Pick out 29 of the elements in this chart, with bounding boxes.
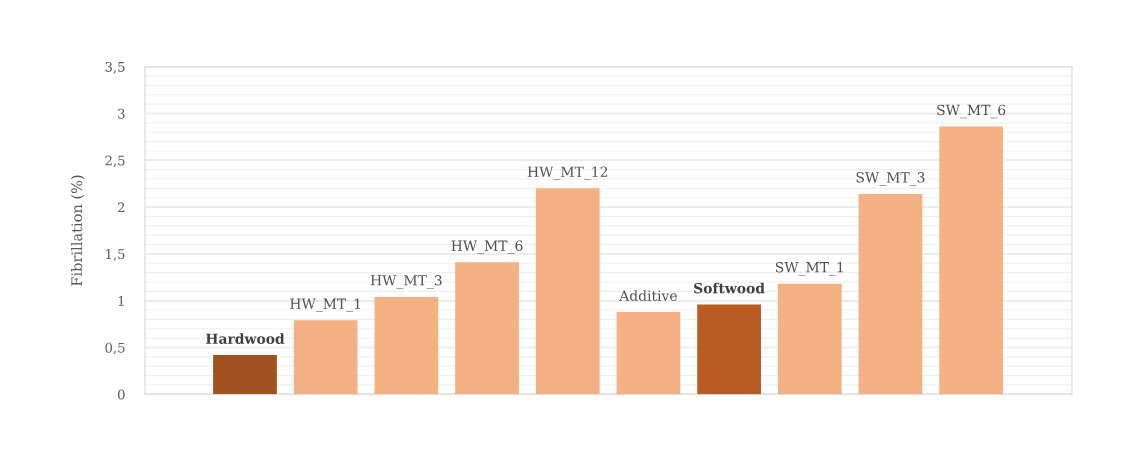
y-tick-label: 1,5 bbox=[106, 249, 125, 261]
y-tick-label: 3 bbox=[118, 108, 125, 119]
y-tick-label: 2 bbox=[118, 202, 125, 213]
y-tick-label: 3,5 bbox=[105, 61, 125, 74]
x-tick-label: HW_MT_12 bbox=[527, 166, 608, 181]
y-tick-label: 0,5 bbox=[105, 342, 125, 355]
x-tick-label: Hardwood bbox=[205, 333, 285, 344]
y-tick-label: 2,5 bbox=[105, 155, 125, 168]
y-axis-title: Fibrillation (%) bbox=[70, 175, 85, 286]
x-tick-label: HW_MT_1 bbox=[290, 298, 361, 313]
x-tick-label: Softwood bbox=[694, 282, 765, 294]
bar bbox=[697, 304, 761, 395]
y-tick-label: 1 bbox=[118, 295, 124, 306]
x-tick-label: HW_MT_6 bbox=[451, 240, 523, 254]
bar bbox=[455, 262, 519, 395]
bar bbox=[939, 126, 1003, 395]
y-tick-label: 0 bbox=[117, 389, 125, 400]
bar bbox=[777, 283, 842, 395]
bar bbox=[858, 193, 923, 395]
x-tick-label: SW_MT_6 bbox=[937, 104, 1006, 119]
bar bbox=[374, 296, 439, 395]
bar bbox=[293, 320, 358, 395]
bar bbox=[535, 188, 600, 395]
x-tick-label: SW_MT_3 bbox=[856, 172, 925, 186]
x-tick-label: SW_MT_1 bbox=[775, 261, 843, 276]
bar bbox=[213, 354, 277, 395]
bar bbox=[616, 311, 681, 395]
x-tick-label: Additive bbox=[619, 290, 677, 301]
x-tick-label: HW_MT_3 bbox=[370, 275, 442, 289]
